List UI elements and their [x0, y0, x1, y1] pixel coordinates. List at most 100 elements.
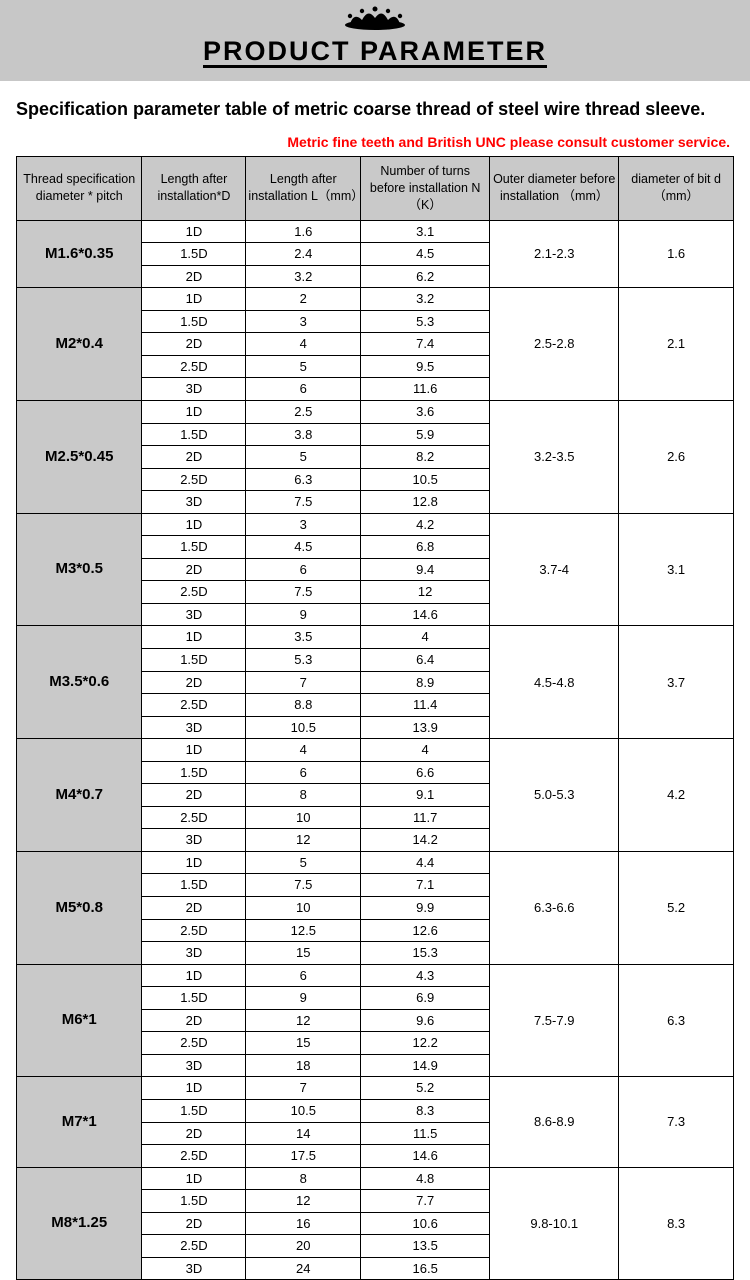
cell-turns: 12: [361, 581, 490, 604]
table-row: M7*11D75.28.6-8.97.3: [17, 1077, 734, 1100]
header-banner: PRODUCT PARAMETER: [0, 0, 750, 81]
cell-turns: 8.2: [361, 446, 490, 469]
cell-lenD: 2.5D: [142, 694, 246, 717]
cell-lenD: 2D: [142, 1009, 246, 1032]
cell-turns: 9.5: [361, 355, 490, 378]
cell-turns: 11.7: [361, 806, 490, 829]
cell-lenD: 1.5D: [142, 987, 246, 1010]
cell-lenD: 2.5D: [142, 1032, 246, 1055]
cell-bit: 7.3: [619, 1077, 734, 1167]
table-row: M3*0.51D34.23.7-43.1: [17, 513, 734, 536]
service-note: Metric fine teeth and British UNC please…: [16, 134, 734, 150]
cell-bit: 3.7: [619, 626, 734, 739]
cell-lenL: 2.5: [246, 401, 361, 424]
cell-outer: 5.0-5.3: [490, 739, 619, 852]
cell-lenL: 2: [246, 288, 361, 311]
cell-turns: 11.5: [361, 1122, 490, 1145]
cell-bit: 2.6: [619, 401, 734, 514]
cell-spec: M2.5*0.45: [17, 401, 142, 514]
cell-bit: 6.3: [619, 964, 734, 1077]
cell-spec: M3.5*0.6: [17, 626, 142, 739]
cell-outer: 2.5-2.8: [490, 288, 619, 401]
cell-spec: M3*0.5: [17, 513, 142, 626]
cell-lenL: 24: [246, 1257, 361, 1280]
cell-turns: 8.9: [361, 671, 490, 694]
cell-lenD: 2.5D: [142, 468, 246, 491]
cell-spec: M7*1: [17, 1077, 142, 1167]
cell-turns: 8.3: [361, 1099, 490, 1122]
cell-turns: 10.6: [361, 1212, 490, 1235]
table-row: M6*11D64.37.5-7.96.3: [17, 964, 734, 987]
cell-lenL: 4: [246, 333, 361, 356]
cell-turns: 6.2: [361, 265, 490, 288]
table-row: M1.6*0.351D1.63.12.1-2.31.6: [17, 220, 734, 243]
cell-lenL: 7.5: [246, 874, 361, 897]
cell-turns: 12.6: [361, 919, 490, 942]
cell-turns: 7.7: [361, 1190, 490, 1213]
cell-lenD: 2D: [142, 558, 246, 581]
col-turns: Number of turns before installation N（K）: [361, 157, 490, 221]
cell-lenL: 17.5: [246, 1145, 361, 1168]
table-row: M3.5*0.61D3.544.5-4.83.7: [17, 626, 734, 649]
cell-turns: 10.5: [361, 468, 490, 491]
cell-outer: 3.2-3.5: [490, 401, 619, 514]
cell-lenD: 2D: [142, 333, 246, 356]
cell-lenD: 2.5D: [142, 355, 246, 378]
cell-lenL: 7.5: [246, 491, 361, 514]
content-area: Specification parameter table of metric …: [0, 81, 750, 1280]
col-bit: diameter of bit d（mm）: [619, 157, 734, 221]
cell-lenL: 14: [246, 1122, 361, 1145]
cell-lenD: 1.5D: [142, 423, 246, 446]
parameter-table: Thread specification diameter * pitch Le…: [16, 156, 734, 1280]
cell-lenD: 1D: [142, 513, 246, 536]
cell-lenL: 4: [246, 739, 361, 762]
cell-lenL: 5: [246, 355, 361, 378]
cell-turns: 6.6: [361, 761, 490, 784]
cell-spec: M5*0.8: [17, 851, 142, 964]
cell-lenL: 12: [246, 1009, 361, 1032]
cell-turns: 9.9: [361, 897, 490, 920]
cell-spec: M6*1: [17, 964, 142, 1077]
cell-lenL: 8.8: [246, 694, 361, 717]
cell-lenL: 10.5: [246, 1099, 361, 1122]
cell-lenL: 3: [246, 310, 361, 333]
cell-turns: 13.9: [361, 716, 490, 739]
col-outer: Outer diameter before installation （mm）: [490, 157, 619, 221]
crown-icon: [330, 6, 420, 32]
cell-lenD: 1.5D: [142, 1099, 246, 1122]
cell-lenD: 1D: [142, 739, 246, 762]
cell-outer: 8.6-8.9: [490, 1077, 619, 1167]
cell-turns: 6.8: [361, 536, 490, 559]
cell-lenD: 1D: [142, 1077, 246, 1100]
cell-bit: 8.3: [619, 1167, 734, 1280]
cell-lenL: 7: [246, 1077, 361, 1100]
cell-turns: 4.8: [361, 1167, 490, 1190]
cell-lenL: 12: [246, 829, 361, 852]
cell-turns: 3.1: [361, 220, 490, 243]
cell-lenD: 2D: [142, 784, 246, 807]
cell-turns: 13.5: [361, 1235, 490, 1258]
table-row: M2*0.41D23.22.5-2.82.1: [17, 288, 734, 311]
col-spec: Thread specification diameter * pitch: [17, 157, 142, 221]
cell-outer: 3.7-4: [490, 513, 619, 626]
cell-lenL: 15: [246, 1032, 361, 1055]
col-lenL: Length after installation L（mm）: [246, 157, 361, 221]
cell-lenL: 8: [246, 1167, 361, 1190]
cell-turns: 9.1: [361, 784, 490, 807]
cell-turns: 9.6: [361, 1009, 490, 1032]
cell-spec: M8*1.25: [17, 1167, 142, 1280]
cell-lenD: 2.5D: [142, 1145, 246, 1168]
cell-lenD: 2.5D: [142, 919, 246, 942]
cell-turns: 12.2: [361, 1032, 490, 1055]
table-row: M4*0.71D445.0-5.34.2: [17, 739, 734, 762]
cell-lenL: 5: [246, 851, 361, 874]
col-lenD: Length after installation*D: [142, 157, 246, 221]
cell-lenD: 3D: [142, 1054, 246, 1077]
cell-turns: 4.3: [361, 964, 490, 987]
cell-lenL: 6.3: [246, 468, 361, 491]
cell-turns: 5.3: [361, 310, 490, 333]
cell-turns: 4: [361, 626, 490, 649]
cell-outer: 9.8-10.1: [490, 1167, 619, 1280]
cell-lenD: 1D: [142, 288, 246, 311]
cell-turns: 4: [361, 739, 490, 762]
